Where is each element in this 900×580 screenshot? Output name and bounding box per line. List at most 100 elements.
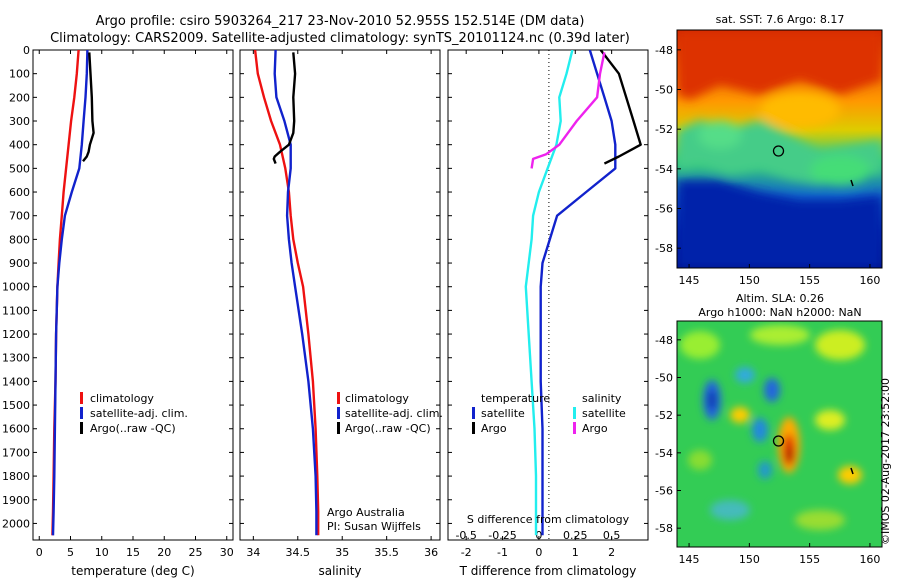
series-line-satellite (51, 50, 89, 536)
s-tick-label: 0 (535, 529, 542, 542)
map-y-tick-label: -48 (655, 44, 673, 57)
legend-label-argo: Argo(..raw -QC) (345, 422, 431, 435)
x-tick-label: 35 (335, 546, 349, 559)
legend-label-s-argo: Argo (582, 422, 608, 435)
x-tick-label: 34.5 (286, 546, 311, 559)
sla-map-frame (676, 320, 883, 548)
series-line-s_argo (530, 52, 606, 169)
temperature-y-axis: 0 100 200 300 400 500 600 700 800 900 1000 1100 1200… (2, 44, 233, 530)
argo-location-marker (772, 435, 785, 447)
y-tick-label: 1200 (2, 328, 30, 341)
argo-location-marker (772, 145, 785, 157)
map-y-tick-label: -48 (655, 334, 673, 347)
series-line-s_satellite (524, 50, 574, 536)
y-tick-label: 0 (23, 44, 30, 57)
sst-map-field (677, 30, 882, 268)
header-line2: Climatology: CARS2009. Satellite-adjuste… (50, 31, 630, 46)
x-tick-label: -2 (461, 546, 472, 559)
difference-t-axis: -2 -1 0 1 2 (461, 50, 615, 559)
salinity-x-axis: 34 34.5 35 35.5 36 (246, 50, 438, 559)
x-tick-label: 1 (572, 546, 579, 559)
sla-map-field (677, 321, 882, 547)
legend-label-satellite: satellite-adj. clim. (90, 407, 188, 420)
sst-map-title: sat. SST: 7.6 Argo: 8.17 (716, 13, 845, 26)
temperature-panel: 0100200300400500600700800900100011001200… (2, 44, 234, 578)
legend-label-s-satellite: satellite (582, 407, 626, 420)
series-line-satellite (273, 50, 318, 536)
legend-swatch-climatology (337, 392, 340, 404)
y-tick-label: 1600 (2, 423, 30, 436)
temperature-plot-frame (32, 49, 234, 541)
x-tick-label: 0 (36, 546, 43, 559)
x-tick-label: -1 (497, 546, 508, 559)
legend-label-climatology: climatology (90, 392, 154, 405)
temperature-x-axis: 0 5 10 15 20 25 30 (36, 50, 234, 559)
difference-panel: -2 -1 0 1 2 -0.5 -0.25 0 0.25 0.5 S difference f… (447, 49, 649, 578)
header-line1: Argo profile: csiro 5903264_217 23-Nov-2… (96, 14, 585, 29)
salinity-legend: climatology satellite-adj. clim. Argo(..… (337, 392, 443, 435)
difference-y-ticks (448, 49, 648, 524)
legend-swatch-argo (337, 422, 340, 434)
legend-swatch-s-satellite (573, 407, 576, 419)
map-y-tick-label: -52 (655, 409, 673, 422)
sla-map-axes: 145 150 155 160 -48 -50 -52 -54 -56 -58 (655, 334, 880, 566)
map-y-tick-label: -56 (655, 203, 673, 216)
map-y-tick-label: -50 (655, 84, 673, 97)
map-y-tick-label: -54 (655, 163, 673, 176)
series-line-climatology (253, 50, 320, 536)
temperature-series (51, 50, 95, 536)
salinity-y-ticks (240, 49, 440, 524)
legend-swatch-t-argo (472, 422, 475, 434)
legend-title-salinity: salinity (582, 392, 622, 405)
difference-series (524, 50, 642, 536)
map-y-tick-label: -50 (655, 372, 673, 385)
salinity-panel: 34 34.5 35 35.5 36 salinity climatology sate… (239, 49, 443, 578)
legend-swatch-argo (80, 422, 83, 434)
y-tick-label: 200 (9, 91, 30, 104)
map-x-tick-label: 160 (859, 553, 880, 566)
salinity-plot-frame (239, 49, 441, 541)
x-tick-label: 2 (608, 546, 615, 559)
y-tick-label: 1300 (2, 352, 30, 365)
sst-map-axes: 145 150 155 160 -48 -50 -52 -54 -56 -58 (655, 44, 880, 287)
y-tick-label: 900 (9, 257, 30, 270)
x-tick-label: 25 (189, 546, 203, 559)
series-line-argo (599, 50, 642, 165)
map-x-tick-label: 155 (799, 553, 820, 566)
series-line-argo (272, 52, 297, 165)
x-tick-label: 15 (126, 546, 140, 559)
sla-map-subtitle: Argo h1000: NaN h2000: NaN (698, 306, 861, 319)
sst-map-panel: sat. SST: 7.6 Argo: 8.17 145 150 155 160 -48… (655, 13, 883, 287)
map-x-tick-label: 145 (679, 553, 700, 566)
t-axis-label: T difference from climatology (459, 564, 637, 578)
legend-label-argo: Argo(..raw -QC) (90, 422, 176, 435)
difference-plot-frame (447, 49, 649, 541)
y-tick-label: 800 (9, 233, 30, 246)
s-tick-label: -0.25 (488, 529, 516, 542)
s-axis-label: S difference from climatology (467, 513, 630, 526)
y-tick-label: 1800 (2, 470, 30, 483)
imos-watermark: ©IMOS 02-Aug-2017 23:52:00 (879, 378, 892, 545)
y-tick-label: 1500 (2, 399, 30, 412)
map-x-tick-label: 150 (739, 553, 760, 566)
sla-map-panel: Altim. SLA: 0.26 Argo h1000: NaN h2000: … (655, 292, 883, 566)
sla-map-title: Altim. SLA: 0.26 (736, 292, 824, 305)
y-tick-label: 2000 (2, 517, 30, 530)
legend-swatch-satellite (80, 407, 83, 419)
y-tick-label: 700 (9, 210, 30, 223)
salinity-series (253, 50, 320, 536)
x-tick-label: 36 (424, 546, 438, 559)
x-tick-label: 0 (535, 546, 542, 559)
y-tick-label: 1000 (2, 281, 30, 294)
x-tick-label: 20 (157, 546, 171, 559)
map-x-tick-label: 150 (739, 274, 760, 287)
legend-label-satellite: satellite-adj. clim. (345, 407, 443, 420)
legend-swatch-s-argo (573, 422, 576, 434)
credit-line1: Argo Australia (327, 506, 405, 519)
sst-map-frame (676, 29, 883, 269)
map-x-tick-label: 160 (859, 274, 880, 287)
difference-s-axis: -0.5 -0.25 0 0.25 0.5 (455, 529, 620, 542)
s-tick-label: 0.25 (563, 529, 588, 542)
x-tick-label: 30 (220, 546, 234, 559)
